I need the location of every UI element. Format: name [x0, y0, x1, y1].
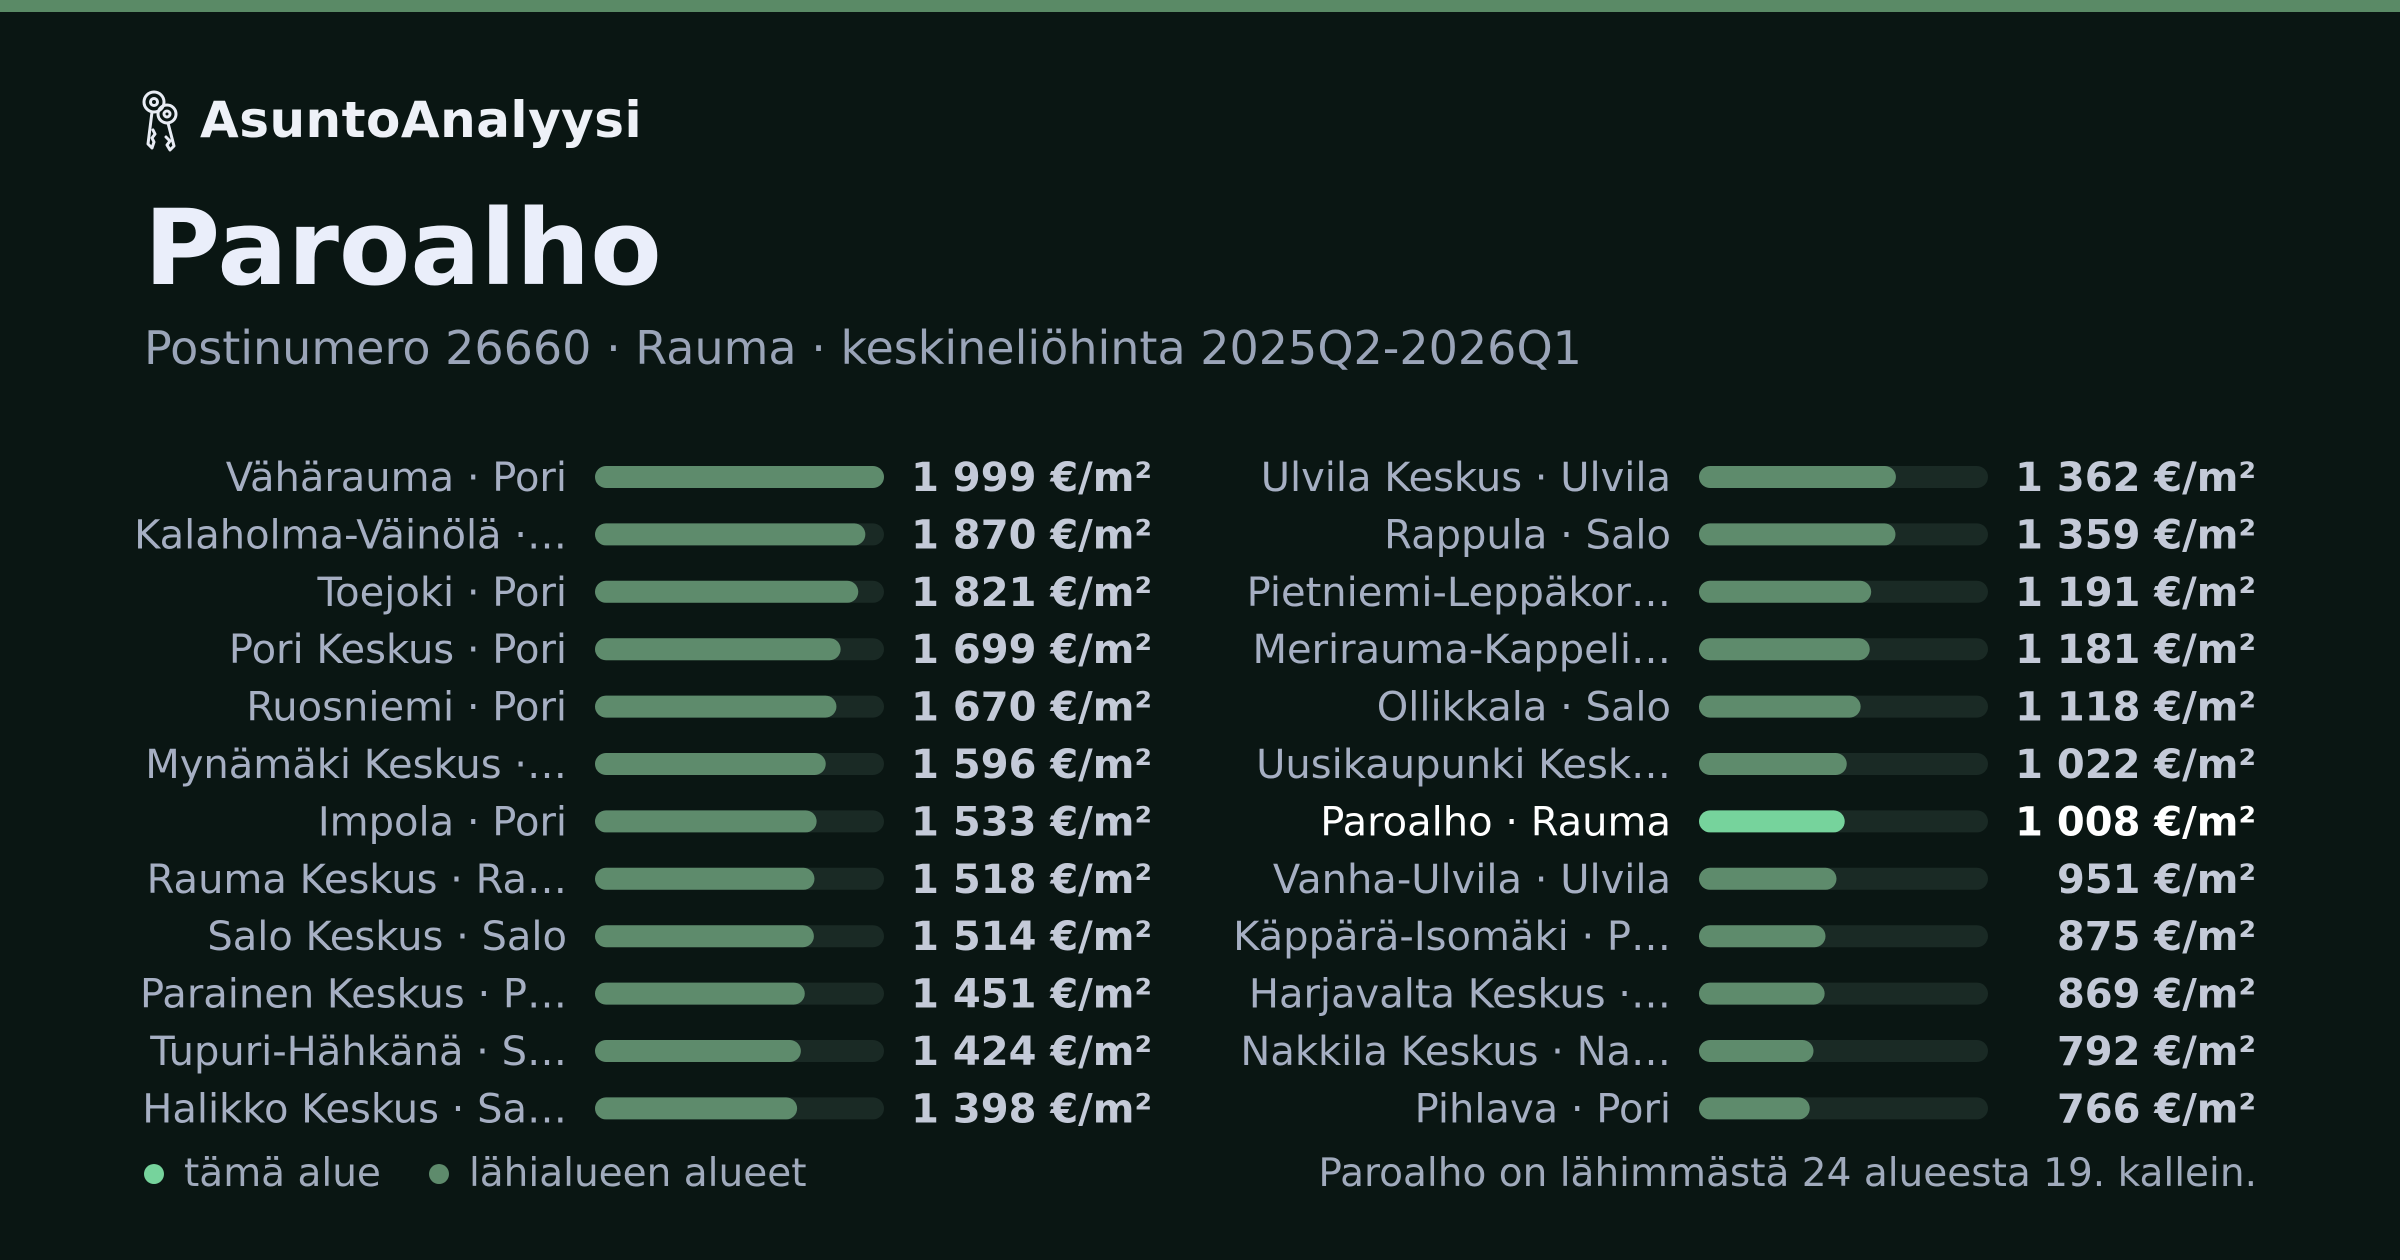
bar-label: Kalaholma-Väinölä ·… — [134, 512, 567, 558]
bar-label: Pietniemi-Leppäkor… — [1247, 570, 1671, 616]
bar — [1699, 523, 1896, 546]
bar-value-label: 1 362 €/m² — [2015, 455, 2256, 501]
legend-label-this-area: tämä alue — [184, 1151, 381, 1196]
bar-label: Mynämäki Keskus ·… — [145, 742, 567, 788]
bar-value-label: 1 670 €/m² — [911, 685, 1152, 731]
bar-value-label: 1 451 €/m² — [911, 972, 1152, 1018]
bar-label: Paroalho · Rauma — [1320, 799, 1671, 845]
legend-swatch-nearby — [428, 1163, 449, 1184]
bar — [595, 1040, 801, 1062]
bar-value-label: 1 424 €/m² — [911, 1029, 1152, 1075]
bar — [595, 638, 841, 661]
bar-value-label: 1 596 €/m² — [911, 742, 1152, 788]
bar — [595, 466, 884, 488]
bar — [1699, 753, 1847, 775]
bar-label: Ruosniemi · Pori — [246, 685, 567, 731]
bar-value-label: 1 022 €/m² — [2015, 742, 2256, 788]
bar-value-label: 792 €/m² — [2057, 1029, 2256, 1075]
keys-icon — [142, 90, 178, 152]
page-subtitle: Postinumero 26660 · Rauma · keskineliöhi… — [144, 321, 1582, 375]
bar — [595, 753, 826, 775]
page-title: Paroalho — [144, 187, 662, 309]
bar-value-label: 1 533 €/m² — [911, 799, 1152, 845]
bar-value-label: 1 398 €/m² — [911, 1086, 1152, 1132]
bar — [595, 580, 859, 603]
bar — [1699, 867, 1837, 890]
bar — [1699, 1097, 1810, 1120]
brand-name: AsuntoAnalyysi — [200, 91, 643, 149]
bar-label: Toejoki · Pori — [317, 570, 567, 616]
bar-value-label: 1 514 €/m² — [911, 914, 1152, 960]
legend-swatch-this-area — [144, 1163, 164, 1184]
bar-label: Merirauma-Kappeli… — [1252, 627, 1671, 673]
bar-label: Nakkila Keskus · Na… — [1240, 1029, 1671, 1075]
bar — [1699, 580, 1872, 603]
bar — [595, 982, 805, 1005]
legend: tämä alue lähialueen alueet — [144, 1154, 855, 1193]
bar — [1699, 695, 1861, 718]
bar-value-label: 951 €/m² — [2057, 857, 2256, 903]
bar-label: Vanha-Ulvila · Ulvila — [1273, 857, 1671, 903]
bar — [1699, 638, 1870, 661]
bar-value-label: 1 191 €/m² — [2015, 570, 2256, 616]
bar-value-label: 1 821 €/m² — [911, 570, 1152, 616]
legend-item-this-area: tämä alue — [144, 1154, 381, 1193]
bar-label: Halikko Keskus · Sa… — [142, 1086, 567, 1132]
bar-value-label: 1 181 €/m² — [2015, 627, 2256, 673]
bar — [1699, 466, 1896, 488]
bar — [595, 1097, 798, 1120]
bar-value-label: 869 €/m² — [2057, 972, 2256, 1018]
bar-label: Käppärä-Isomäki · P… — [1233, 914, 1671, 960]
bar — [1699, 982, 1825, 1005]
bar-value-label: 1 699 €/m² — [911, 627, 1152, 673]
bar-highlight — [1699, 810, 1845, 833]
top-accent-bar — [0, 0, 2400, 12]
bar-label: Rappula · Salo — [1384, 512, 1671, 558]
bar — [595, 695, 837, 718]
bar-value-label: 1 999 €/m² — [911, 455, 1152, 501]
bar-label: Impola · Pori — [318, 799, 567, 845]
legend-item-nearby: lähialueen alueet — [428, 1151, 807, 1196]
bar-label: Parainen Keskus · P… — [140, 972, 567, 1018]
bar — [1699, 925, 1826, 948]
bar-label: Vähärauma · Pori — [226, 455, 567, 501]
legend-label-nearby: lähialueen alueet — [468, 1151, 807, 1196]
bar-label: Pori Keskus · Pori — [229, 627, 567, 673]
bar-label: Tupuri-Hähkänä · S… — [149, 1029, 567, 1075]
bar-label: Pihlava · Pori — [1415, 1086, 1671, 1132]
bar-value-label: 766 €/m² — [2057, 1086, 2256, 1132]
bar — [1699, 1040, 1814, 1062]
bar — [595, 867, 815, 890]
bar — [595, 925, 814, 948]
bar-label: Ulvila Keskus · Ulvila — [1261, 455, 1671, 501]
bar-label: Ollikkala · Salo — [1377, 685, 1671, 731]
bar-value-label: 875 €/m² — [2057, 914, 2256, 960]
bar-value-label: 1 870 €/m² — [911, 512, 1152, 558]
ranking-footnote: Paroalho on lähimmästä 24 alueesta 19. k… — [1318, 1151, 2257, 1196]
bar-value-label: 1 359 €/m² — [2015, 512, 2256, 558]
bar — [595, 523, 866, 546]
bar-value-label: 1 008 €/m² — [2015, 799, 2256, 845]
bar — [595, 810, 817, 833]
brand: AsuntoAnalyysi — [140, 88, 642, 152]
bar-label: Rauma Keskus · Ra… — [147, 857, 567, 903]
bar-value-label: 1 118 €/m² — [2015, 685, 2256, 731]
bar-label: Uusikaupunki Kesk… — [1256, 742, 1671, 788]
bar-value-label: 1 518 €/m² — [911, 857, 1152, 903]
bar-label: Harjavalta Keskus ·… — [1249, 972, 1671, 1018]
bar-label: Salo Keskus · Salo — [207, 914, 567, 960]
